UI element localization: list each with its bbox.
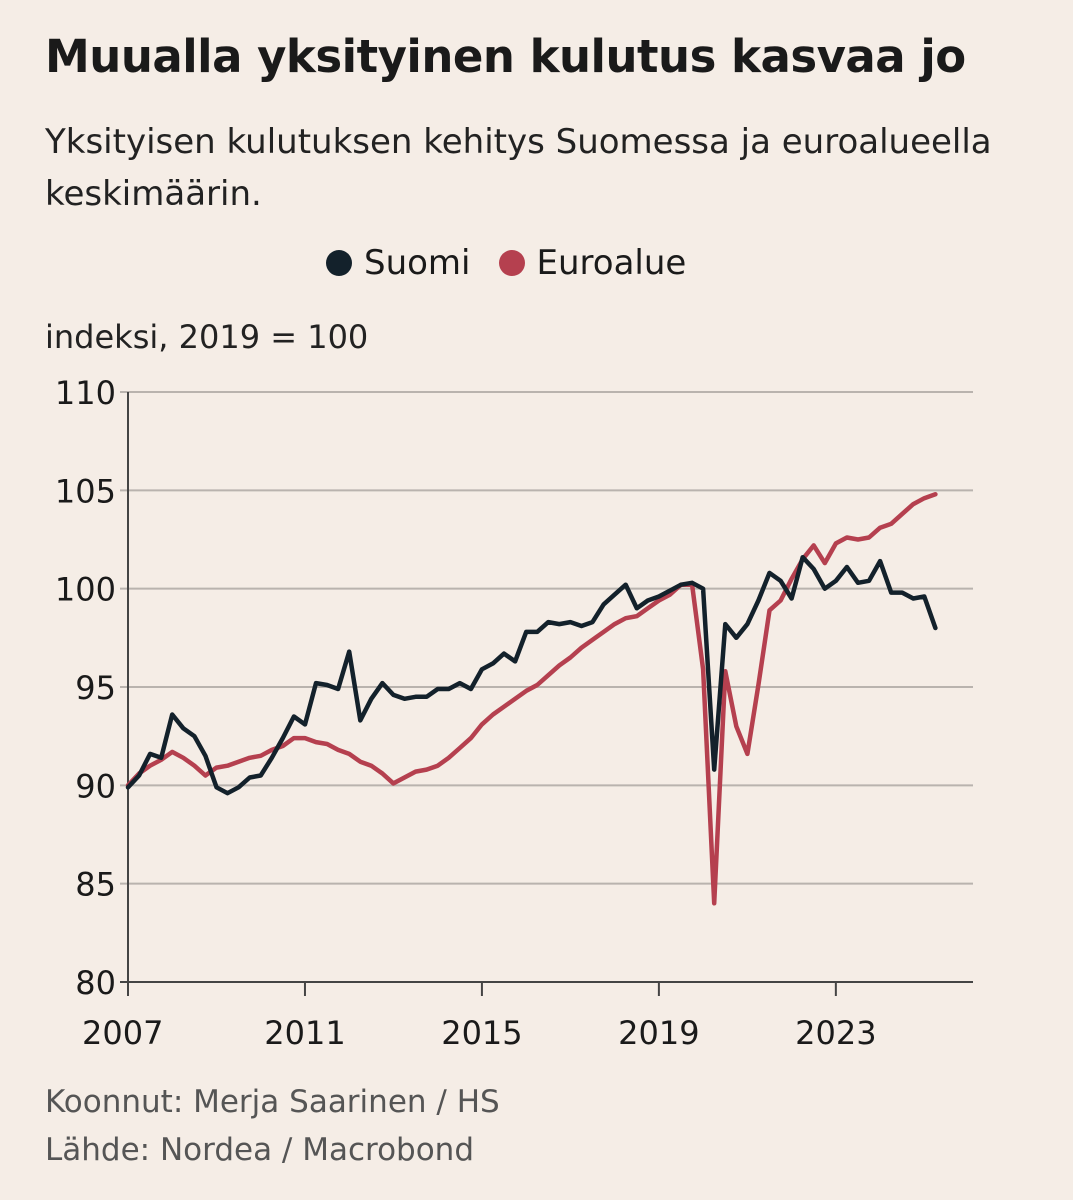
footer-source: Lähde: Nordea / Macrobond	[45, 1132, 475, 1168]
y-tick-label-100: 100	[55, 571, 116, 609]
x-tick-label-2023: 2023	[795, 1014, 876, 1052]
x-tick-label-2007: 2007	[82, 1014, 163, 1052]
legend-item-euroalue: Euroalue	[498, 243, 687, 283]
x-tick-label-2015: 2015	[441, 1014, 522, 1052]
legend: Suomi Euroalue	[326, 243, 714, 283]
footer-compiled-by: Koonnut: Merja Saarinen / HS	[45, 1084, 500, 1120]
y-tick-label-105: 105	[55, 472, 116, 510]
x-tick-label-2011: 2011	[264, 1014, 345, 1052]
y-tick-label-90: 90	[75, 767, 116, 805]
chart-subtitle: Yksityisen kulutuksen kehitys Suomessa j…	[45, 122, 992, 214]
y-tick-label-110: 110	[55, 374, 116, 412]
legend-item-suomi: Suomi	[326, 243, 471, 283]
x-tick-label-2019: 2019	[618, 1014, 699, 1052]
y-axis-unit-label: indeksi, 2019 = 100	[45, 318, 369, 356]
legend-dot-suomi	[326, 250, 352, 276]
legend-label-suomi: Suomi	[364, 243, 471, 283]
y-tick-label-95: 95	[75, 669, 116, 707]
series-line-suomi	[125, 554, 938, 796]
chart-title: Muualla yksityinen kulutus kasvaa jo	[45, 30, 966, 83]
y-tick-label-80: 80	[75, 964, 116, 1002]
legend-label-euroalue: Euroalue	[536, 243, 687, 283]
y-tick-label-85: 85	[75, 866, 116, 904]
legend-dot-euroalue	[498, 250, 525, 276]
series-line-euroalue	[125, 492, 938, 906]
